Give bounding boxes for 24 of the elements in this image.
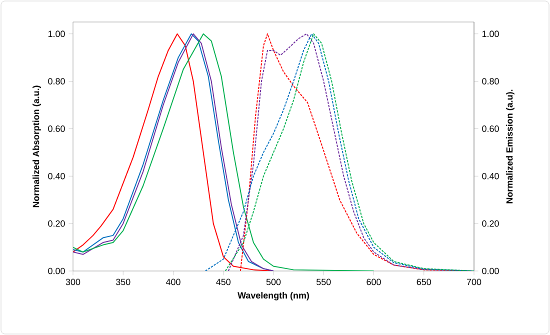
x-tick-label: 300 bbox=[66, 278, 80, 286]
y2-tick-label: 0.20 bbox=[482, 220, 499, 227]
y2-tick-label: 0.00 bbox=[482, 268, 499, 274]
x-tick-label: 350 bbox=[116, 278, 130, 286]
x-tick-label: 500 bbox=[266, 278, 281, 286]
x-tick-label: 700 bbox=[466, 278, 482, 286]
y-tick-label: 0.00 bbox=[48, 268, 65, 274]
y-tick-label: 0.40 bbox=[48, 172, 65, 180]
x-axis-title: Wavelength (nm) bbox=[238, 292, 310, 300]
y2-tick-label: 0.80 bbox=[482, 78, 499, 84]
x-tick-label: 450 bbox=[216, 278, 231, 286]
x-tick-label: 650 bbox=[416, 278, 432, 286]
y-tick-label: 0.80 bbox=[48, 78, 65, 84]
y2-axis-title: Normalized Emission (a.u). bbox=[506, 90, 514, 204]
y-tick-label: 1.00 bbox=[48, 30, 65, 38]
y2-tick-label: 1.00 bbox=[482, 30, 499, 38]
y-axis-title: Normalized Absorption (a.u.) bbox=[32, 86, 41, 208]
y2-tick-label: 0.60 bbox=[482, 126, 499, 132]
x-tick-label: 600 bbox=[366, 278, 381, 286]
y-tick-label: 0.60 bbox=[48, 126, 65, 132]
x-tick-label: 400 bbox=[166, 278, 180, 286]
y2-tick-label: 0.40 bbox=[482, 172, 499, 180]
y-tick-label: 0.20 bbox=[48, 220, 65, 227]
x-tick-label: 550 bbox=[316, 278, 331, 286]
